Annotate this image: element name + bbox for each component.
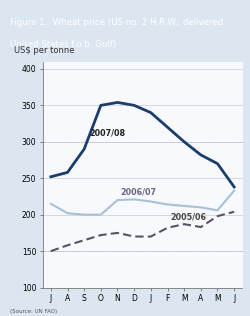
- Text: US$ per tonne: US$ per tonne: [14, 46, 75, 55]
- Text: 2006/07: 2006/07: [121, 187, 157, 196]
- Text: Figure 1.  Wheat price (US no. 2 H.R.W., delivered: Figure 1. Wheat price (US no. 2 H.R.W., …: [10, 18, 223, 27]
- Text: United States f.o.b. Gulf): United States f.o.b. Gulf): [10, 40, 116, 49]
- Text: (Source: UN FAO): (Source: UN FAO): [10, 309, 57, 314]
- Text: 2007/08: 2007/08: [89, 128, 125, 137]
- Text: 2005/06: 2005/06: [171, 213, 207, 222]
